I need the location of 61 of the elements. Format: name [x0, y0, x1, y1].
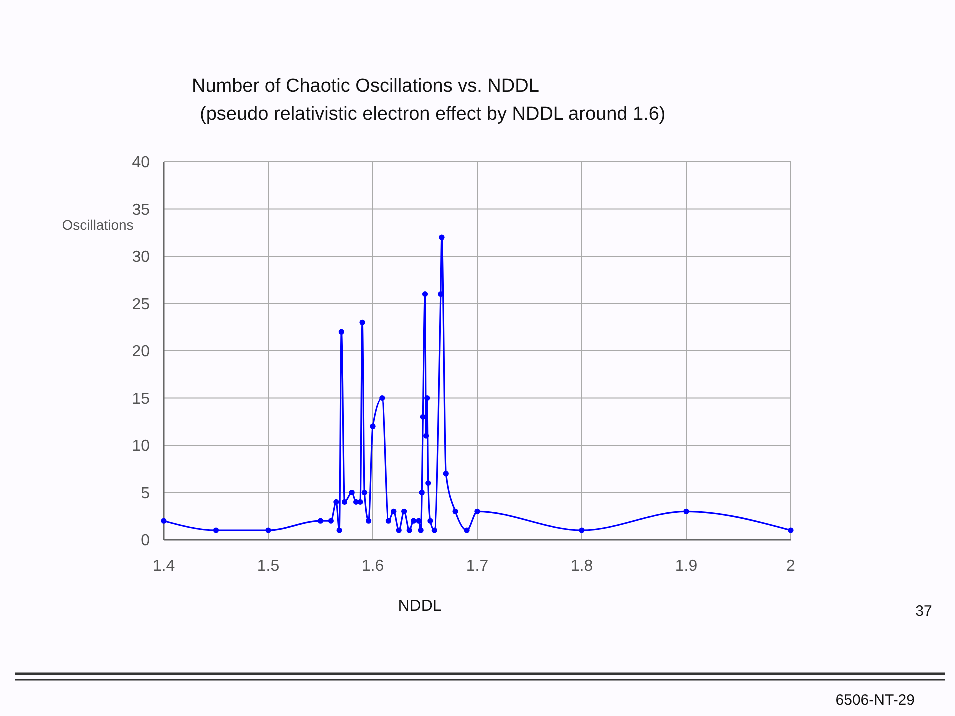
point: [423, 433, 430, 439]
point: [419, 490, 425, 496]
point: [338, 329, 344, 335]
x-tick-label: 1.4: [152, 558, 176, 575]
y-tick-label: 30: [132, 249, 150, 266]
x-tick-label: 1.5: [257, 558, 280, 575]
point: [396, 528, 402, 534]
point: [432, 528, 438, 534]
chart-title: Number of Chaotic Oscillations vs. NDDL: [192, 76, 540, 97]
y-axis-title: Oscillations: [62, 217, 134, 233]
point: [360, 320, 366, 326]
point: [380, 395, 386, 402]
point: [428, 518, 434, 524]
point: [684, 508, 690, 514]
y-tick-label: 5: [141, 485, 150, 502]
point: [579, 528, 585, 534]
point: [336, 528, 342, 534]
point: [426, 480, 432, 486]
x-tick-label: 2: [786, 558, 796, 575]
point: [366, 518, 372, 524]
point: [342, 499, 348, 505]
point: [464, 528, 470, 534]
point: [406, 528, 412, 534]
point: [386, 518, 392, 524]
point: [370, 424, 376, 430]
y-tick-label: 35: [132, 202, 150, 219]
x-tick-label: 1.6: [362, 558, 384, 575]
point: [788, 528, 794, 534]
point: [318, 518, 324, 524]
x-axis-title: NDDL: [398, 598, 442, 615]
point: [266, 528, 272, 534]
point: [422, 292, 428, 298]
point: [418, 528, 424, 534]
point: [474, 508, 480, 514]
x-tick-label: 1.7: [466, 558, 489, 575]
point: [334, 499, 340, 505]
point: [424, 395, 430, 402]
y-tick-label: 0: [141, 532, 150, 550]
point: [213, 528, 220, 534]
point: [391, 508, 397, 514]
y-tick-label: 25: [132, 296, 150, 314]
point: [402, 508, 408, 514]
y-tick-label: 15: [132, 390, 150, 408]
point: [362, 490, 368, 496]
y-tick-label: 40: [132, 154, 150, 172]
y-tick-label: 20: [132, 344, 150, 361]
x-tick-label: 1.9: [675, 558, 698, 575]
point: [161, 518, 167, 524]
point: [443, 471, 449, 477]
point: [349, 490, 355, 496]
point: [439, 234, 445, 240]
x-tick-label: 1.8: [570, 558, 594, 575]
point: [328, 518, 334, 524]
point: [358, 499, 364, 505]
point: [452, 508, 458, 514]
text: 6506-NT-29: [836, 692, 915, 709]
chart-subtitle: (pseudo relativistic electron effect by NDDL around 1.6): [200, 104, 666, 125]
y-tick-label: 10: [132, 438, 150, 456]
point: [420, 414, 426, 420]
text: 37: [916, 603, 932, 620]
point: [410, 518, 417, 524]
